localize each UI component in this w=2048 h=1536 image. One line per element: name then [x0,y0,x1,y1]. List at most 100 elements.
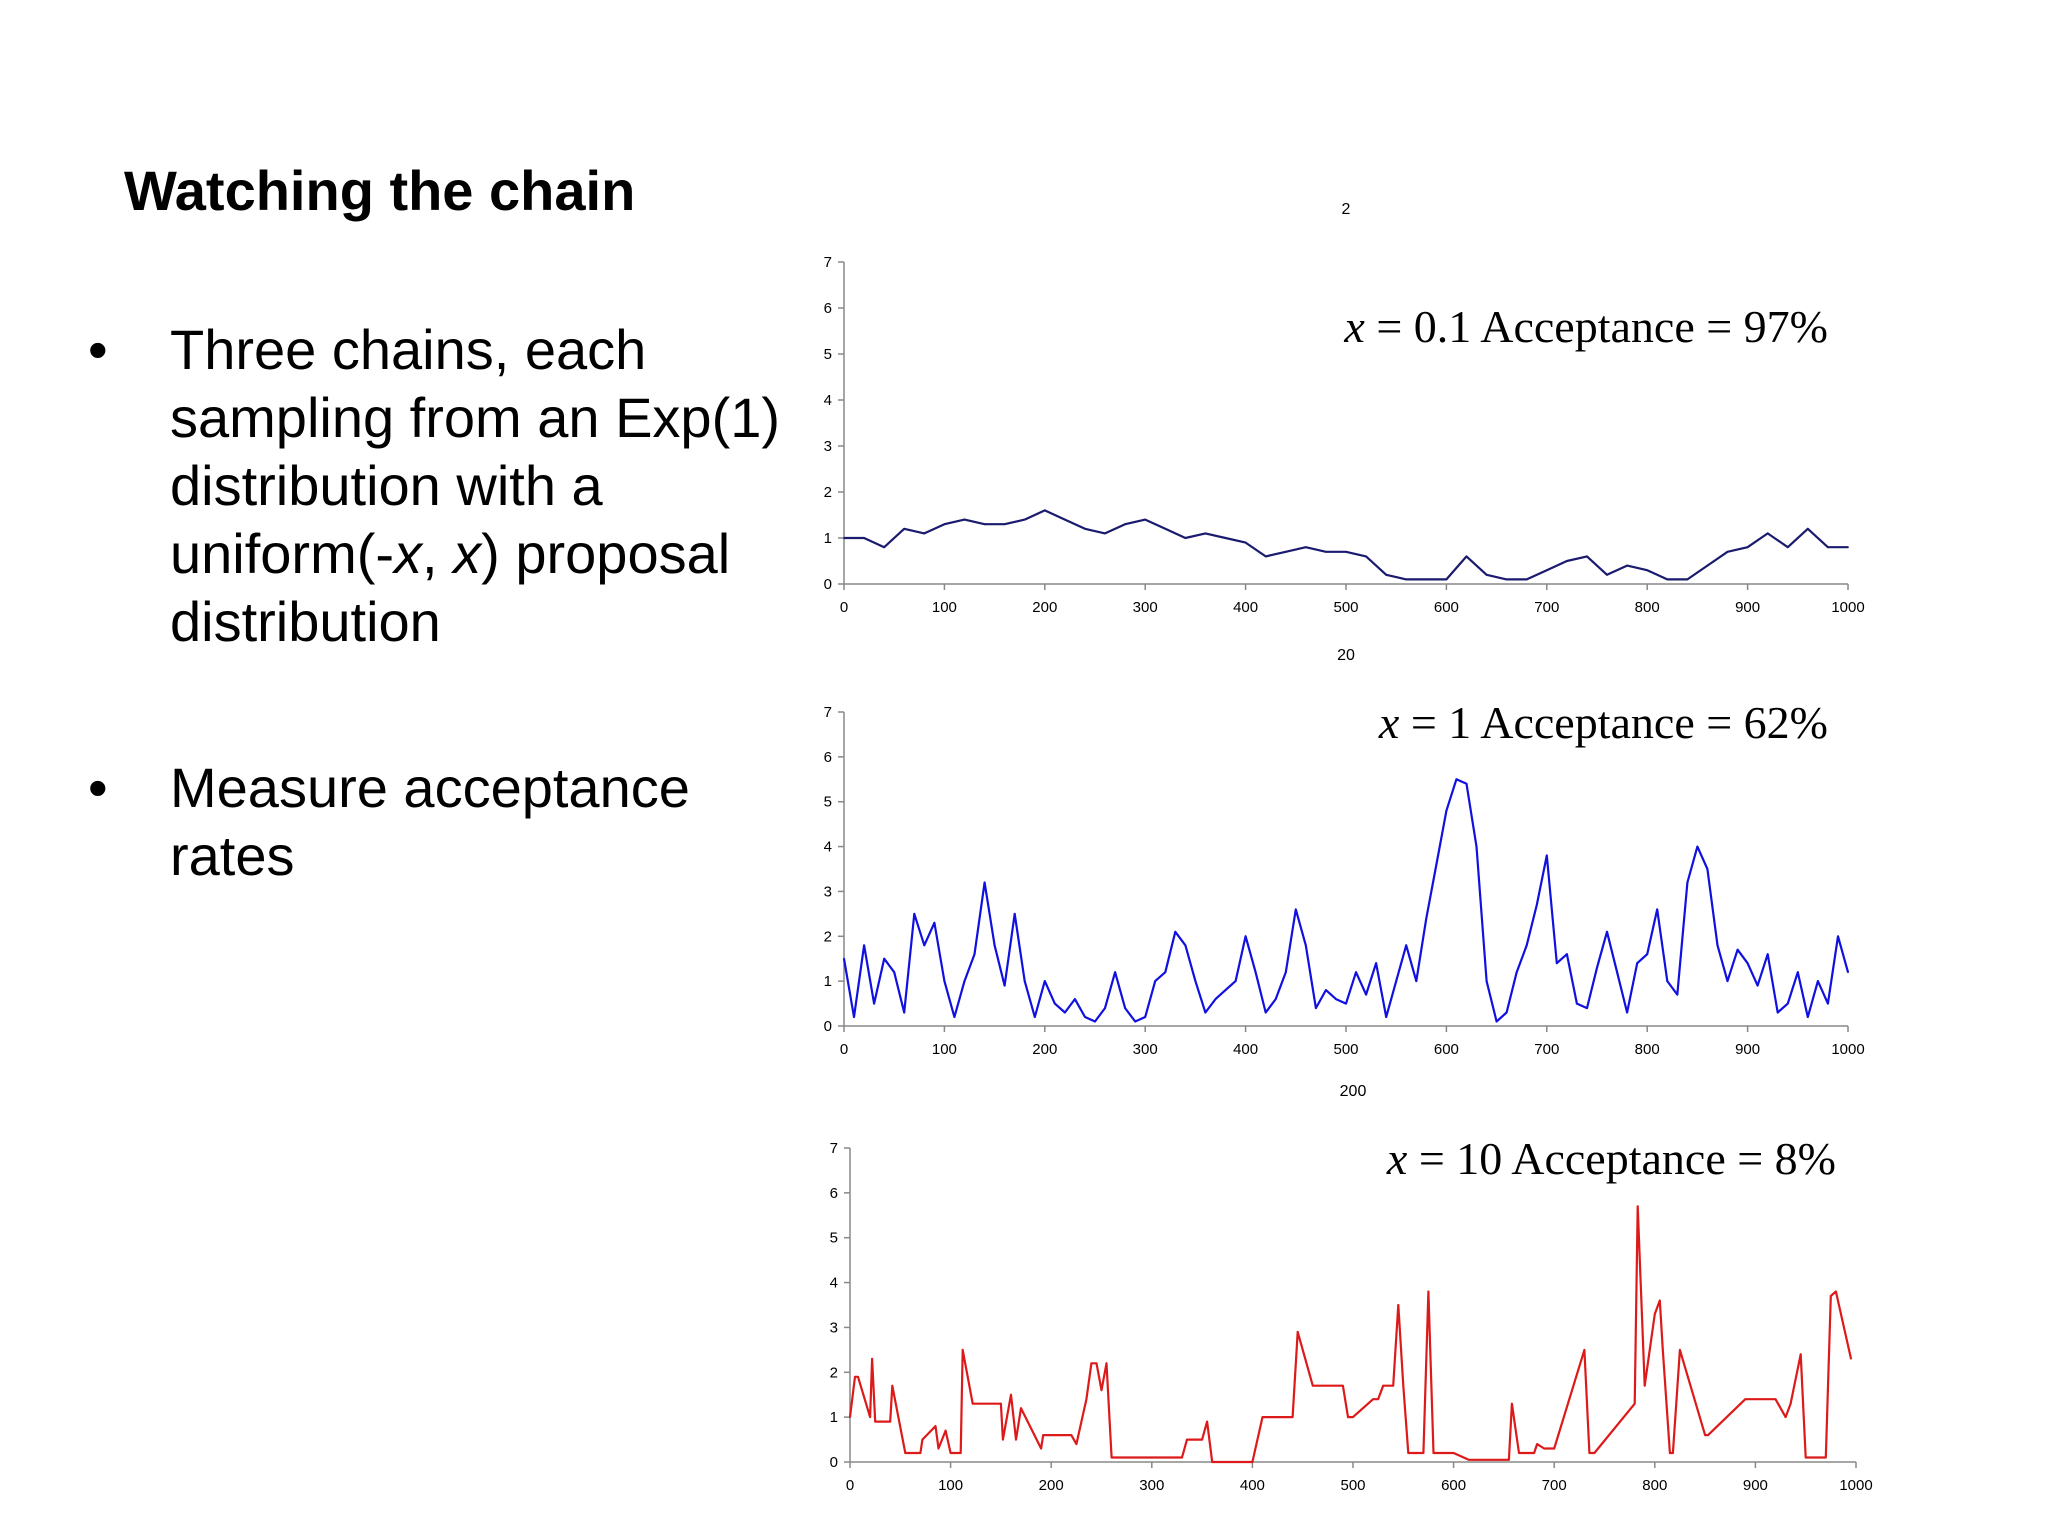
bullet-text-segment: Three chains, each sampling from an Exp(… [170,318,781,585]
data-point [1124,523,1126,526]
chart-annotation: x = 10 Acceptance = 8% [1386,1133,1836,1184]
series-line [842,778,1850,1023]
data-point [973,1402,976,1405]
data-point [1545,569,1548,572]
y-tick-label: 3 [824,883,832,900]
annotation-text: = 1 Acceptance = 62% [1399,697,1828,748]
y-tick-label: 5 [824,346,832,363]
data-point [1784,1416,1787,1418]
data-point [1756,984,1759,987]
data-point [1070,1434,1073,1436]
data-point [1465,555,1468,558]
data-point [1251,1461,1254,1463]
data-point [1377,1398,1379,1401]
data-point [1105,1362,1108,1365]
data-point [1676,993,1679,996]
data-point [1186,1438,1188,1441]
data-point [1184,537,1187,539]
data-point [1776,1011,1779,1014]
data-point [1206,1420,1208,1423]
data-point [1342,1384,1344,1387]
data-point [1325,989,1327,991]
x-tick-label: 700 [1534,1041,1559,1058]
bullet-marker: • [88,318,108,381]
y-tick-label: 7 [824,704,832,721]
annotation-text: = 0.1 Acceptance = 97% [1365,301,1828,352]
data-point [1606,573,1608,576]
data-point [854,1375,856,1378]
data-point [883,957,886,960]
x-tick-label: 200 [1032,599,1057,616]
y-tick-label: 2 [824,484,832,501]
data-point [1296,1331,1299,1333]
x-tick-label: 900 [1735,599,1760,616]
data-point [993,944,996,947]
y-tick-label: 6 [824,300,832,317]
data-point [1672,1452,1674,1454]
data-point [1706,868,1709,870]
data-point [1274,998,1277,1000]
data-point [1042,1434,1045,1436]
bullet-text-segment: Measure acceptance rates [170,756,690,887]
chart-annotation: x = 1 Acceptance = 62% [1378,697,1828,748]
data-point [1382,1384,1385,1387]
data-point [1064,1011,1066,1014]
y-tick-label: 2 [824,928,832,945]
data-point [1010,1393,1012,1396]
data-point [1658,1299,1661,1302]
data-point [874,1420,877,1423]
data-point [1043,980,1046,982]
data-point [1704,1434,1706,1436]
data-point [1824,1456,1827,1459]
y-tick-label: 4 [824,839,832,856]
y-tick-label: 0 [830,1454,838,1471]
data-point [1003,523,1006,526]
data-point [1646,569,1649,572]
data-point [893,971,896,974]
data-point [1085,1398,1088,1401]
y-tick-label: 0 [824,576,832,593]
data-point [1596,966,1598,969]
data-point [1422,1452,1425,1454]
data-point [961,1349,964,1351]
data-point [1224,989,1227,991]
data-point [1786,1002,1789,1005]
bullet-text-segment-italic: x [394,522,423,585]
y-tick-label: 4 [824,392,832,409]
data-point [1766,953,1769,956]
data-point [1817,980,1819,982]
data-point [1352,1416,1354,1418]
y-tick-label: 7 [830,1140,838,1157]
data-point [1335,998,1337,1000]
data-point [971,1402,974,1405]
data-point [903,527,906,530]
data-point [1835,1290,1837,1293]
data-point [1003,984,1006,987]
data-point [933,921,936,924]
y-tick-label: 0 [824,1018,832,1035]
data-point [1766,532,1769,535]
data-point [1023,980,1026,982]
bullet-item-acceptance: • Measure acceptance rates [88,754,768,894]
data-point [1234,980,1237,982]
data-point [1536,1443,1538,1445]
data-point [1094,1020,1096,1023]
data-point [1545,854,1548,857]
data-point [1211,1461,1214,1463]
data-point [1553,1447,1556,1450]
annotation-text: = 10 Acceptance = 8% [1407,1133,1836,1184]
data-point [1201,1438,1203,1441]
data-point [904,1452,907,1454]
data-point [1518,1452,1520,1454]
x-tick-label: 900 [1743,1477,1768,1494]
data-point [853,1016,855,1018]
y-tick-label: 5 [830,1230,838,1247]
x-tick-label: 300 [1133,1041,1158,1058]
data-point [1485,980,1488,982]
data-point [1174,930,1177,933]
data-point [1616,971,1618,974]
data-point [1445,809,1448,812]
data-point [1204,532,1207,535]
data-point [1746,962,1749,965]
